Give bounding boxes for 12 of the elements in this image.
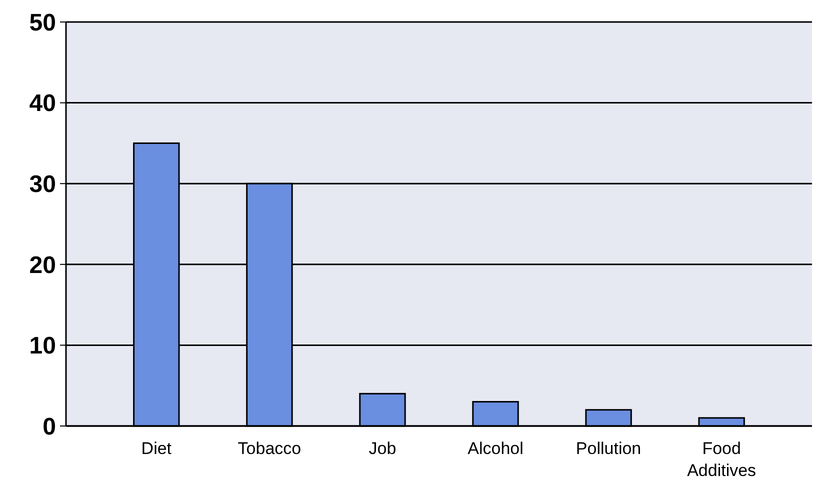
y-tick-label: 40	[29, 90, 56, 118]
x-tick-label: Alcohol	[468, 439, 524, 458]
x-tick-label: Tobacco	[238, 439, 302, 458]
y-tick-label: 50	[29, 9, 56, 36]
x-tick-label: Food Additives	[687, 439, 756, 480]
x-tick-label: Diet	[141, 439, 172, 458]
x-tick-label: Pollution	[576, 439, 642, 458]
y-tick-label: 10	[29, 332, 56, 360]
x-tick-label: Job	[368, 439, 396, 458]
y-tick-label: 20	[29, 252, 56, 279]
y-tick-label: 30	[29, 171, 56, 198]
y-tick-label: 0	[42, 413, 56, 440]
